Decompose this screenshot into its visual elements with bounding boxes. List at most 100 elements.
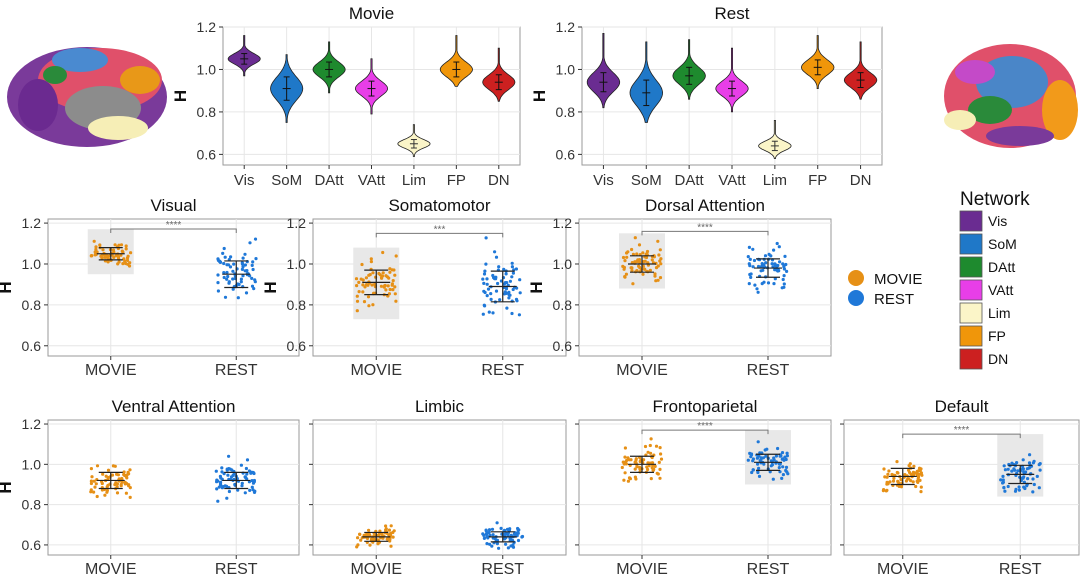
data-point — [1003, 489, 1007, 493]
data-point — [240, 484, 244, 488]
data-point — [121, 250, 125, 254]
plot-panel — [578, 419, 832, 556]
data-point — [223, 295, 228, 299]
data-point — [218, 260, 222, 264]
data-point — [1010, 469, 1014, 473]
data-point — [1032, 482, 1036, 487]
data-point — [764, 261, 768, 265]
data-point — [650, 258, 654, 262]
data-point — [393, 285, 397, 289]
data-point — [782, 282, 786, 286]
data-point — [127, 484, 131, 488]
data-point — [243, 263, 247, 267]
data-point — [654, 444, 659, 448]
data-point — [250, 284, 255, 288]
data-point — [656, 239, 660, 243]
data-point — [368, 543, 372, 547]
data-point — [241, 274, 245, 278]
data-point — [219, 476, 223, 480]
data-point — [487, 528, 492, 532]
data-point — [886, 472, 890, 476]
data-point — [511, 543, 515, 547]
data-point — [757, 454, 761, 458]
data-point — [111, 464, 115, 468]
y-tick-label: 1.2 — [22, 215, 42, 231]
data-point — [759, 456, 763, 460]
data-point — [487, 310, 491, 314]
data-point — [777, 245, 781, 249]
data-point — [637, 264, 641, 268]
data-point — [496, 281, 500, 286]
data-point — [368, 273, 372, 277]
data-point — [890, 472, 894, 477]
data-point — [95, 250, 99, 254]
data-point — [371, 271, 375, 275]
scatter-chart-limbic: MOVIE REST Limbic — [309, 397, 567, 578]
data-point — [485, 294, 489, 298]
data-point — [387, 276, 391, 280]
data-point — [384, 274, 388, 278]
data-point — [751, 457, 756, 461]
data-point — [911, 470, 916, 474]
data-point — [783, 455, 787, 459]
violin-vis — [586, 33, 621, 109]
data-point — [635, 252, 639, 256]
data-point — [627, 476, 632, 480]
x-tick-label: REST — [999, 561, 1042, 578]
data-point — [356, 536, 360, 540]
data-point — [634, 477, 638, 481]
data-point — [221, 251, 225, 255]
data-point — [354, 277, 359, 281]
y-axis-label: H — [171, 90, 190, 102]
data-point — [393, 273, 397, 277]
data-point — [101, 472, 105, 476]
data-point — [358, 532, 362, 537]
data-point — [225, 496, 229, 500]
y-tick-label: 0.6 — [197, 146, 217, 162]
data-point — [368, 533, 372, 537]
data-point — [1001, 474, 1005, 478]
data-point — [755, 287, 759, 291]
data-point — [915, 469, 919, 473]
data-point — [124, 247, 128, 251]
data-point — [223, 255, 227, 259]
data-point — [1001, 478, 1005, 482]
data-point — [494, 289, 499, 293]
data-point — [776, 446, 780, 451]
data-point — [510, 311, 514, 316]
legend-label-vis: Vis — [988, 213, 1007, 229]
y-axis-label: H — [0, 481, 15, 493]
data-point — [658, 248, 662, 252]
data-point — [773, 264, 777, 268]
legend-swatch-vatt — [959, 279, 983, 301]
data-point — [125, 473, 129, 477]
data-point — [105, 490, 109, 494]
data-point — [240, 261, 244, 265]
data-point — [641, 272, 645, 276]
data-point — [100, 481, 104, 486]
data-point — [623, 455, 627, 459]
data-point — [1031, 477, 1035, 481]
data-point — [514, 531, 518, 535]
x-tick-label: Vis — [593, 172, 614, 189]
data-point — [233, 482, 237, 487]
data-point — [226, 274, 230, 279]
data-point — [659, 457, 664, 461]
data-point — [1023, 471, 1027, 475]
data-point — [891, 479, 896, 483]
data-point — [497, 265, 501, 269]
data-point — [746, 255, 750, 259]
data-point — [1037, 486, 1041, 490]
scatter-chart-default: MOVIE REST Default **** — [840, 397, 1080, 578]
legend-swatch-fp — [959, 325, 983, 347]
data-point — [214, 469, 218, 473]
data-point — [507, 296, 511, 300]
data-point — [635, 269, 639, 273]
y-tick-label: 0.6 — [22, 537, 42, 553]
y-tick-label: 0.6 — [553, 338, 573, 354]
data-point — [759, 269, 763, 273]
data-point — [782, 265, 786, 269]
data-point — [892, 476, 896, 480]
data-point — [762, 263, 766, 267]
data-point — [511, 287, 515, 292]
